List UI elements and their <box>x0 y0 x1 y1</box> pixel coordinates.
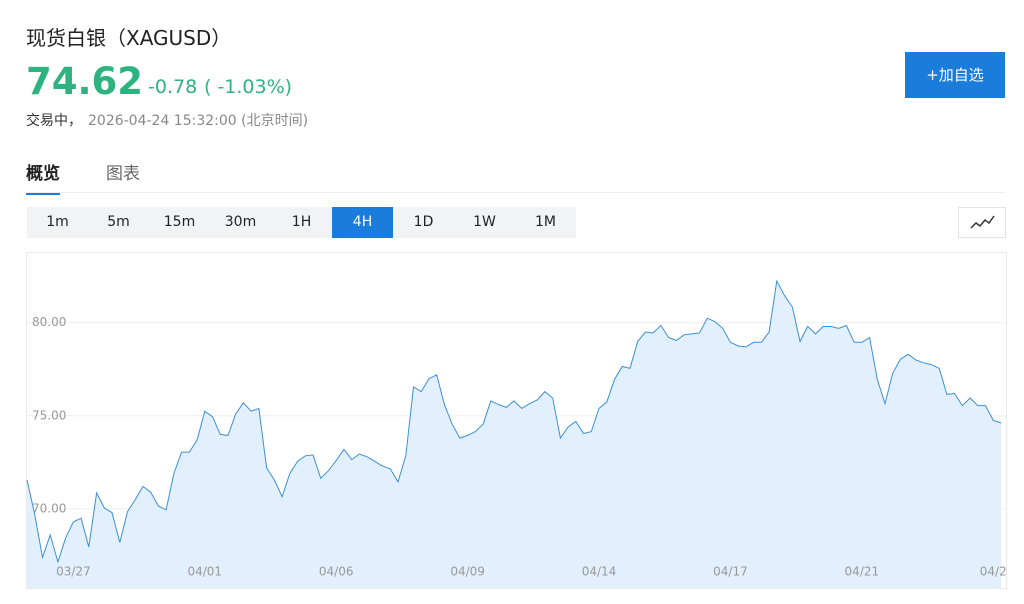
period-button[interactable]: 1M <box>535 214 556 230</box>
change-percent: ( -1.03%) <box>204 76 293 98</box>
area <box>27 280 1001 588</box>
x-tick-label: 03/27 <box>56 565 91 579</box>
period-button[interactable]: 30m <box>224 214 257 230</box>
x-tick-label: 04/06 <box>319 565 354 579</box>
period-button[interactable]: 15m <box>163 214 196 230</box>
period-button[interactable]: 5m <box>107 214 130 230</box>
line-icon <box>970 215 995 229</box>
divider <box>26 192 1006 193</box>
period-selector: 1m 5m 15m 30m 1H 4H 1D 1W 1M <box>27 207 576 238</box>
y-tick-label: 80.00 <box>32 315 66 329</box>
period-button[interactable]: 1m <box>46 214 69 230</box>
period-button[interactable]: 1H <box>291 214 312 230</box>
x-tick-label: 04/01 <box>187 565 222 579</box>
x-tick-label: 04/21 <box>845 565 880 579</box>
x-tick-label: 04/17 <box>713 565 748 579</box>
status: 交易中， <box>26 113 82 129</box>
chart: 70.00 75.00 80.00 03/27 04/01 04/06 04/09 04/14… <box>26 252 1007 589</box>
x-tick-label: 04/2 <box>980 565 1007 579</box>
change: -0.78 <box>148 76 198 98</box>
tab[interactable]: 图表 <box>106 164 140 184</box>
period-button[interactable]: 1W <box>473 214 496 230</box>
period-button[interactable]: 4H <box>332 207 393 238</box>
y-tick-label: 75.00 <box>32 408 66 422</box>
line <box>26 279 1002 564</box>
x-tick-label: 04/14 <box>582 565 617 579</box>
add-watchlist-button[interactable]: +加自选 <box>905 52 1005 98</box>
tab[interactable]: 概览 <box>26 159 60 195</box>
title: 现货白银（XAGUSD） <box>26 26 232 50</box>
y-tick-label: 70.00 <box>32 501 66 515</box>
period-button[interactable]: 1D <box>413 214 434 230</box>
price: 74.62 <box>26 60 144 103</box>
timestamp: 2026-04-24 15:32:00 (北京时间) <box>88 113 309 129</box>
x-tick-label: 04/09 <box>450 565 485 579</box>
chart-frame <box>26 252 1007 589</box>
chart-type-button[interactable] <box>958 207 1006 238</box>
